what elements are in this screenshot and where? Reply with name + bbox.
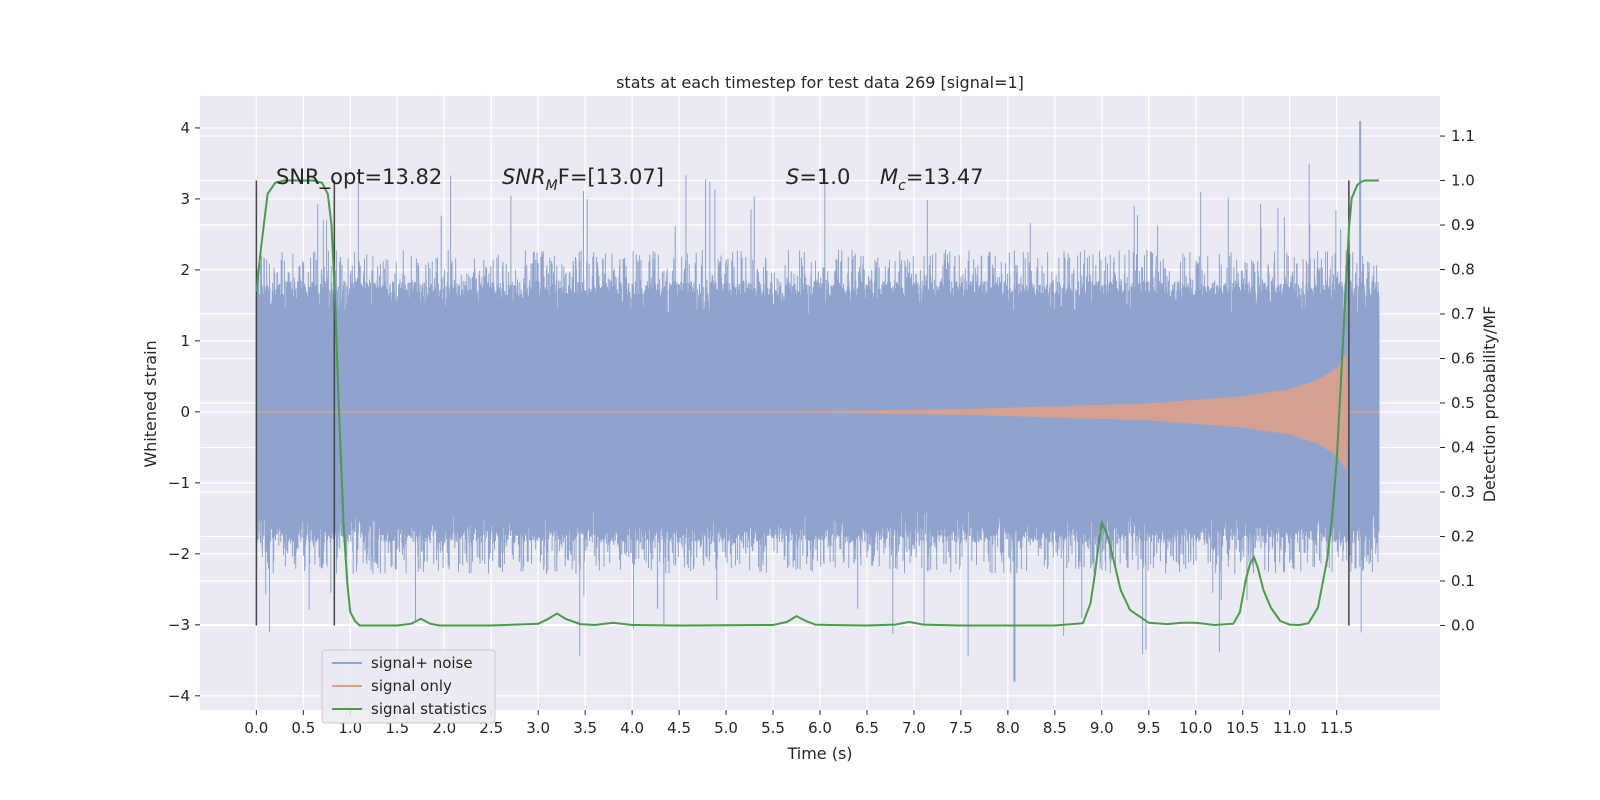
annotation-mc-symbol: M (880, 165, 898, 189)
y-right-tick-label-8: 0.3 (1451, 483, 1475, 501)
series-signal-only (256, 353, 1379, 471)
annotation-mc-sub: c (898, 178, 906, 194)
y-tick-label-2: 2 (180, 261, 190, 279)
x-tick-label-19: 9.5 (1137, 719, 1161, 737)
legend-frame (321, 649, 496, 724)
annotation-s: S=1.0 (786, 165, 850, 189)
x-tick-label-6: 3.0 (526, 719, 550, 737)
y-right-tick-label-10: 0.1 (1451, 572, 1475, 590)
x-tick-label-14: 7.0 (902, 719, 926, 737)
y-tick-label-4: 0 (180, 403, 190, 421)
y-right-tick-label-6: 0.5 (1451, 394, 1475, 412)
x-tick-label-16: 8.0 (996, 719, 1020, 737)
y-axis-label: Whitened strain (141, 340, 160, 467)
y-right-tick-label-3: 0.8 (1451, 261, 1475, 279)
legend-label-signal-only: signal only (371, 677, 452, 695)
x-tick-label-13: 6.5 (855, 719, 879, 737)
y-tick-label-6: −2 (168, 545, 190, 563)
y-right-tick-label-11: 0.0 (1451, 616, 1475, 634)
y-tick-label-1: 3 (180, 190, 190, 208)
y-right-tick-label-0: 1.1 (1451, 127, 1475, 145)
y-axis-right-label: Detection probability/MF (1480, 306, 1499, 503)
annotation-mc-rest: =13.47 (906, 165, 984, 189)
y-right-tick-label-1: 1.0 (1451, 172, 1475, 190)
annotation-s-rest: =1.0 (799, 165, 850, 189)
y-tick-label-7: −3 (168, 616, 190, 634)
x-tick-label-15: 7.5 (949, 719, 973, 737)
x-tick-label-17: 8.5 (1043, 719, 1067, 737)
vertical-markers (255, 180, 1350, 626)
annotation-snr-mf-rest: F=[13.07] (558, 165, 664, 189)
x-tick-label-1: 0.5 (291, 719, 315, 737)
legend: signal+ noise signal only signal statist… (321, 649, 496, 724)
annotation-snr-mf-sub: M (546, 178, 558, 194)
y-tick-label-3: 1 (180, 332, 190, 350)
x-tick-label-0: 0.0 (244, 719, 268, 737)
annotation-snr-opt: SNR_opt=13.82 (276, 165, 442, 190)
x-tick-label-10: 5.0 (714, 719, 738, 737)
x-axis-label: Time (s) (786, 744, 852, 763)
legend-label-signal-statistics: signal statistics (371, 700, 487, 718)
y-right-tick-label-4: 0.7 (1451, 305, 1475, 323)
x-tick-label-22: 11.0 (1273, 719, 1306, 737)
annotation-snr-mf: SNRMF=[13.07] (502, 165, 664, 194)
y-axis-left-ticks: 4 3 2 1 0 −1 −2 −3 −4 (168, 119, 200, 705)
annotation-mc: Mc=13.47 (880, 165, 984, 194)
y-right-tick-label-9: 0.2 (1451, 527, 1475, 545)
signal-statistics-line (255, 179, 1379, 627)
x-tick-label-12: 6.0 (808, 719, 832, 737)
x-tick-label-18: 9.0 (1090, 719, 1114, 737)
annotation-s-symbol: S (786, 165, 799, 189)
annotation-snr-mf-symbol: SNR (502, 165, 546, 189)
y-tick-label-0: 4 (180, 119, 190, 137)
y-tick-label-8: −4 (168, 687, 190, 705)
y-right-tick-label-7: 0.4 (1451, 438, 1475, 456)
y-right-tick-label-5: 0.6 (1451, 350, 1475, 368)
x-tick-label-20: 10.0 (1179, 719, 1212, 737)
y-tick-label-5: −1 (168, 474, 190, 492)
x-tick-label-9: 4.5 (667, 719, 691, 737)
x-tick-label-21: 10.5 (1226, 719, 1259, 737)
y-right-tick-label-2: 0.9 (1451, 216, 1475, 234)
legend-label-signal-noise: signal+ noise (371, 654, 473, 672)
x-tick-label-7: 3.5 (573, 719, 597, 737)
x-tick-label-8: 4.0 (620, 719, 644, 737)
x-tick-label-23: 11.5 (1320, 719, 1353, 737)
x-tick-label-11: 5.5 (761, 719, 785, 737)
y-axis-right-ticks: 1.1 1.0 0.9 0.8 0.7 0.6 0.5 0.4 0.3 0.2 0.1 0.0 (1440, 127, 1475, 634)
series-signal-statistics (255, 179, 1379, 627)
chart-title: stats at each timestep for test data 269… (616, 73, 1024, 92)
